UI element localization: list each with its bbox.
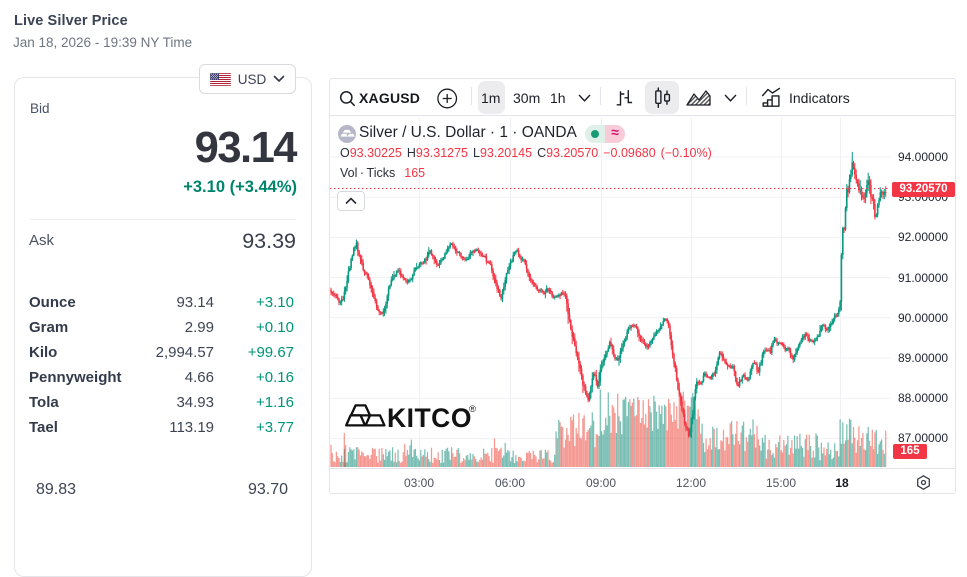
svg-text:KITCO: KITCO: [387, 403, 472, 433]
svg-text:®: ®: [469, 404, 476, 415]
